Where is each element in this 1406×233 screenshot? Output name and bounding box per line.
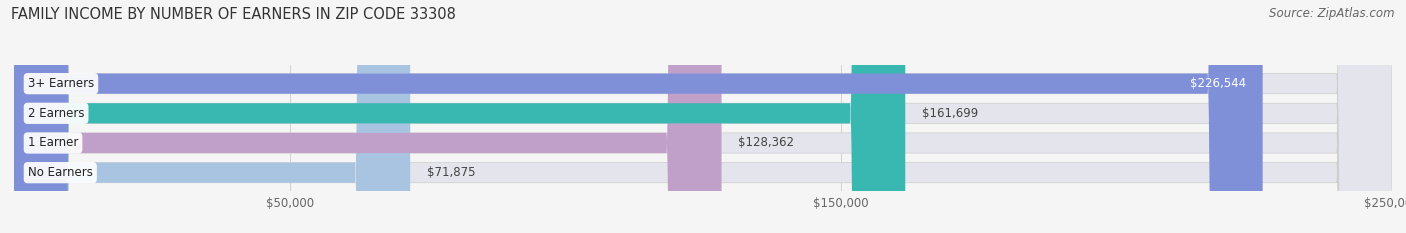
FancyBboxPatch shape <box>14 0 411 233</box>
FancyBboxPatch shape <box>14 0 1392 233</box>
Text: 1 Earner: 1 Earner <box>28 137 79 150</box>
FancyBboxPatch shape <box>14 0 1263 233</box>
Text: No Earners: No Earners <box>28 166 93 179</box>
Text: $226,544: $226,544 <box>1189 77 1246 90</box>
FancyBboxPatch shape <box>14 0 905 233</box>
Text: 3+ Earners: 3+ Earners <box>28 77 94 90</box>
Text: $128,362: $128,362 <box>738 137 794 150</box>
Text: 2 Earners: 2 Earners <box>28 107 84 120</box>
FancyBboxPatch shape <box>14 0 721 233</box>
Text: FAMILY INCOME BY NUMBER OF EARNERS IN ZIP CODE 33308: FAMILY INCOME BY NUMBER OF EARNERS IN ZI… <box>11 7 456 22</box>
FancyBboxPatch shape <box>14 0 1392 233</box>
FancyBboxPatch shape <box>14 0 1392 233</box>
Text: $71,875: $71,875 <box>427 166 475 179</box>
Text: Source: ZipAtlas.com: Source: ZipAtlas.com <box>1270 7 1395 20</box>
FancyBboxPatch shape <box>14 0 1392 233</box>
Text: $161,699: $161,699 <box>922 107 979 120</box>
